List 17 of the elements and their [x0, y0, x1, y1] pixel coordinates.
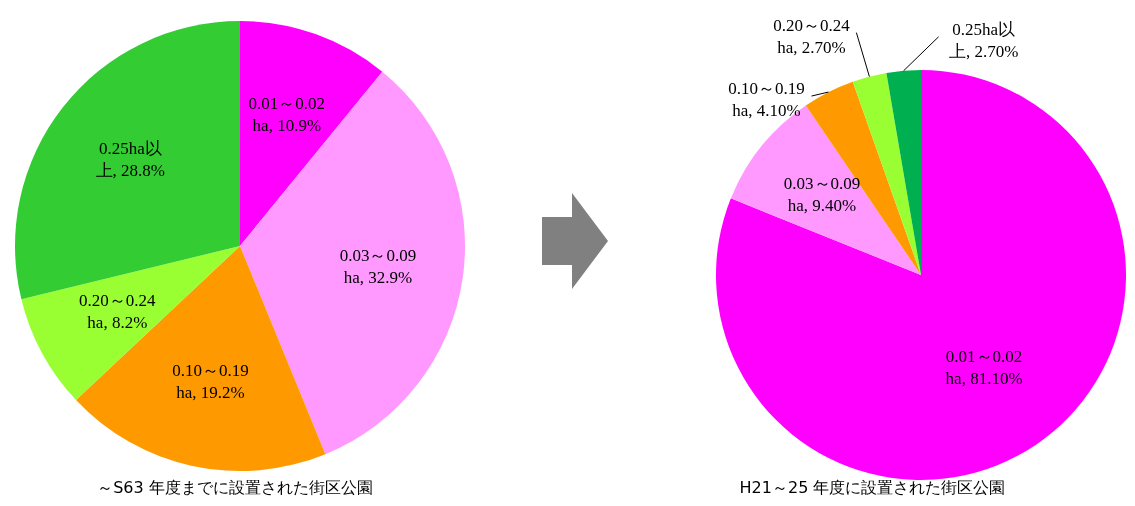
- text: H21～25 年度に設置された街区公園: [738, 478, 1007, 499]
- slice-label: 0.25ha以上, 2.70%: [947, 18, 1020, 63]
- slice-label: 0.10～0.19ha, 4.10%: [727, 78, 806, 123]
- slice-label: 0.01～0.02ha, 10.9%: [247, 92, 326, 137]
- slice-label: 0.03～0.09ha, 32.9%: [338, 244, 417, 289]
- pie-slice: [730, 105, 921, 275]
- slice-label: 0.01～0.02ha, 81.10%: [945, 346, 1024, 391]
- pie-slice: [886, 70, 921, 275]
- text: ～S63 年度までに設置された街区公園: [96, 478, 374, 499]
- pie-slice: [75, 246, 326, 471]
- slice-label: 0.10～0.19ha, 19.2%: [171, 360, 250, 405]
- slice-label: 0.20～0.24ha, 2.70%: [772, 14, 851, 59]
- slice-label: 0.20～0.24ha, 8.2%: [78, 290, 157, 335]
- slice-label: 0.03～0.09ha, 9.40%: [783, 173, 862, 218]
- pie-slice: [240, 21, 383, 246]
- slice-label: 0.25ha以上, 28.8%: [94, 137, 166, 182]
- pie-slice: [716, 70, 1126, 480]
